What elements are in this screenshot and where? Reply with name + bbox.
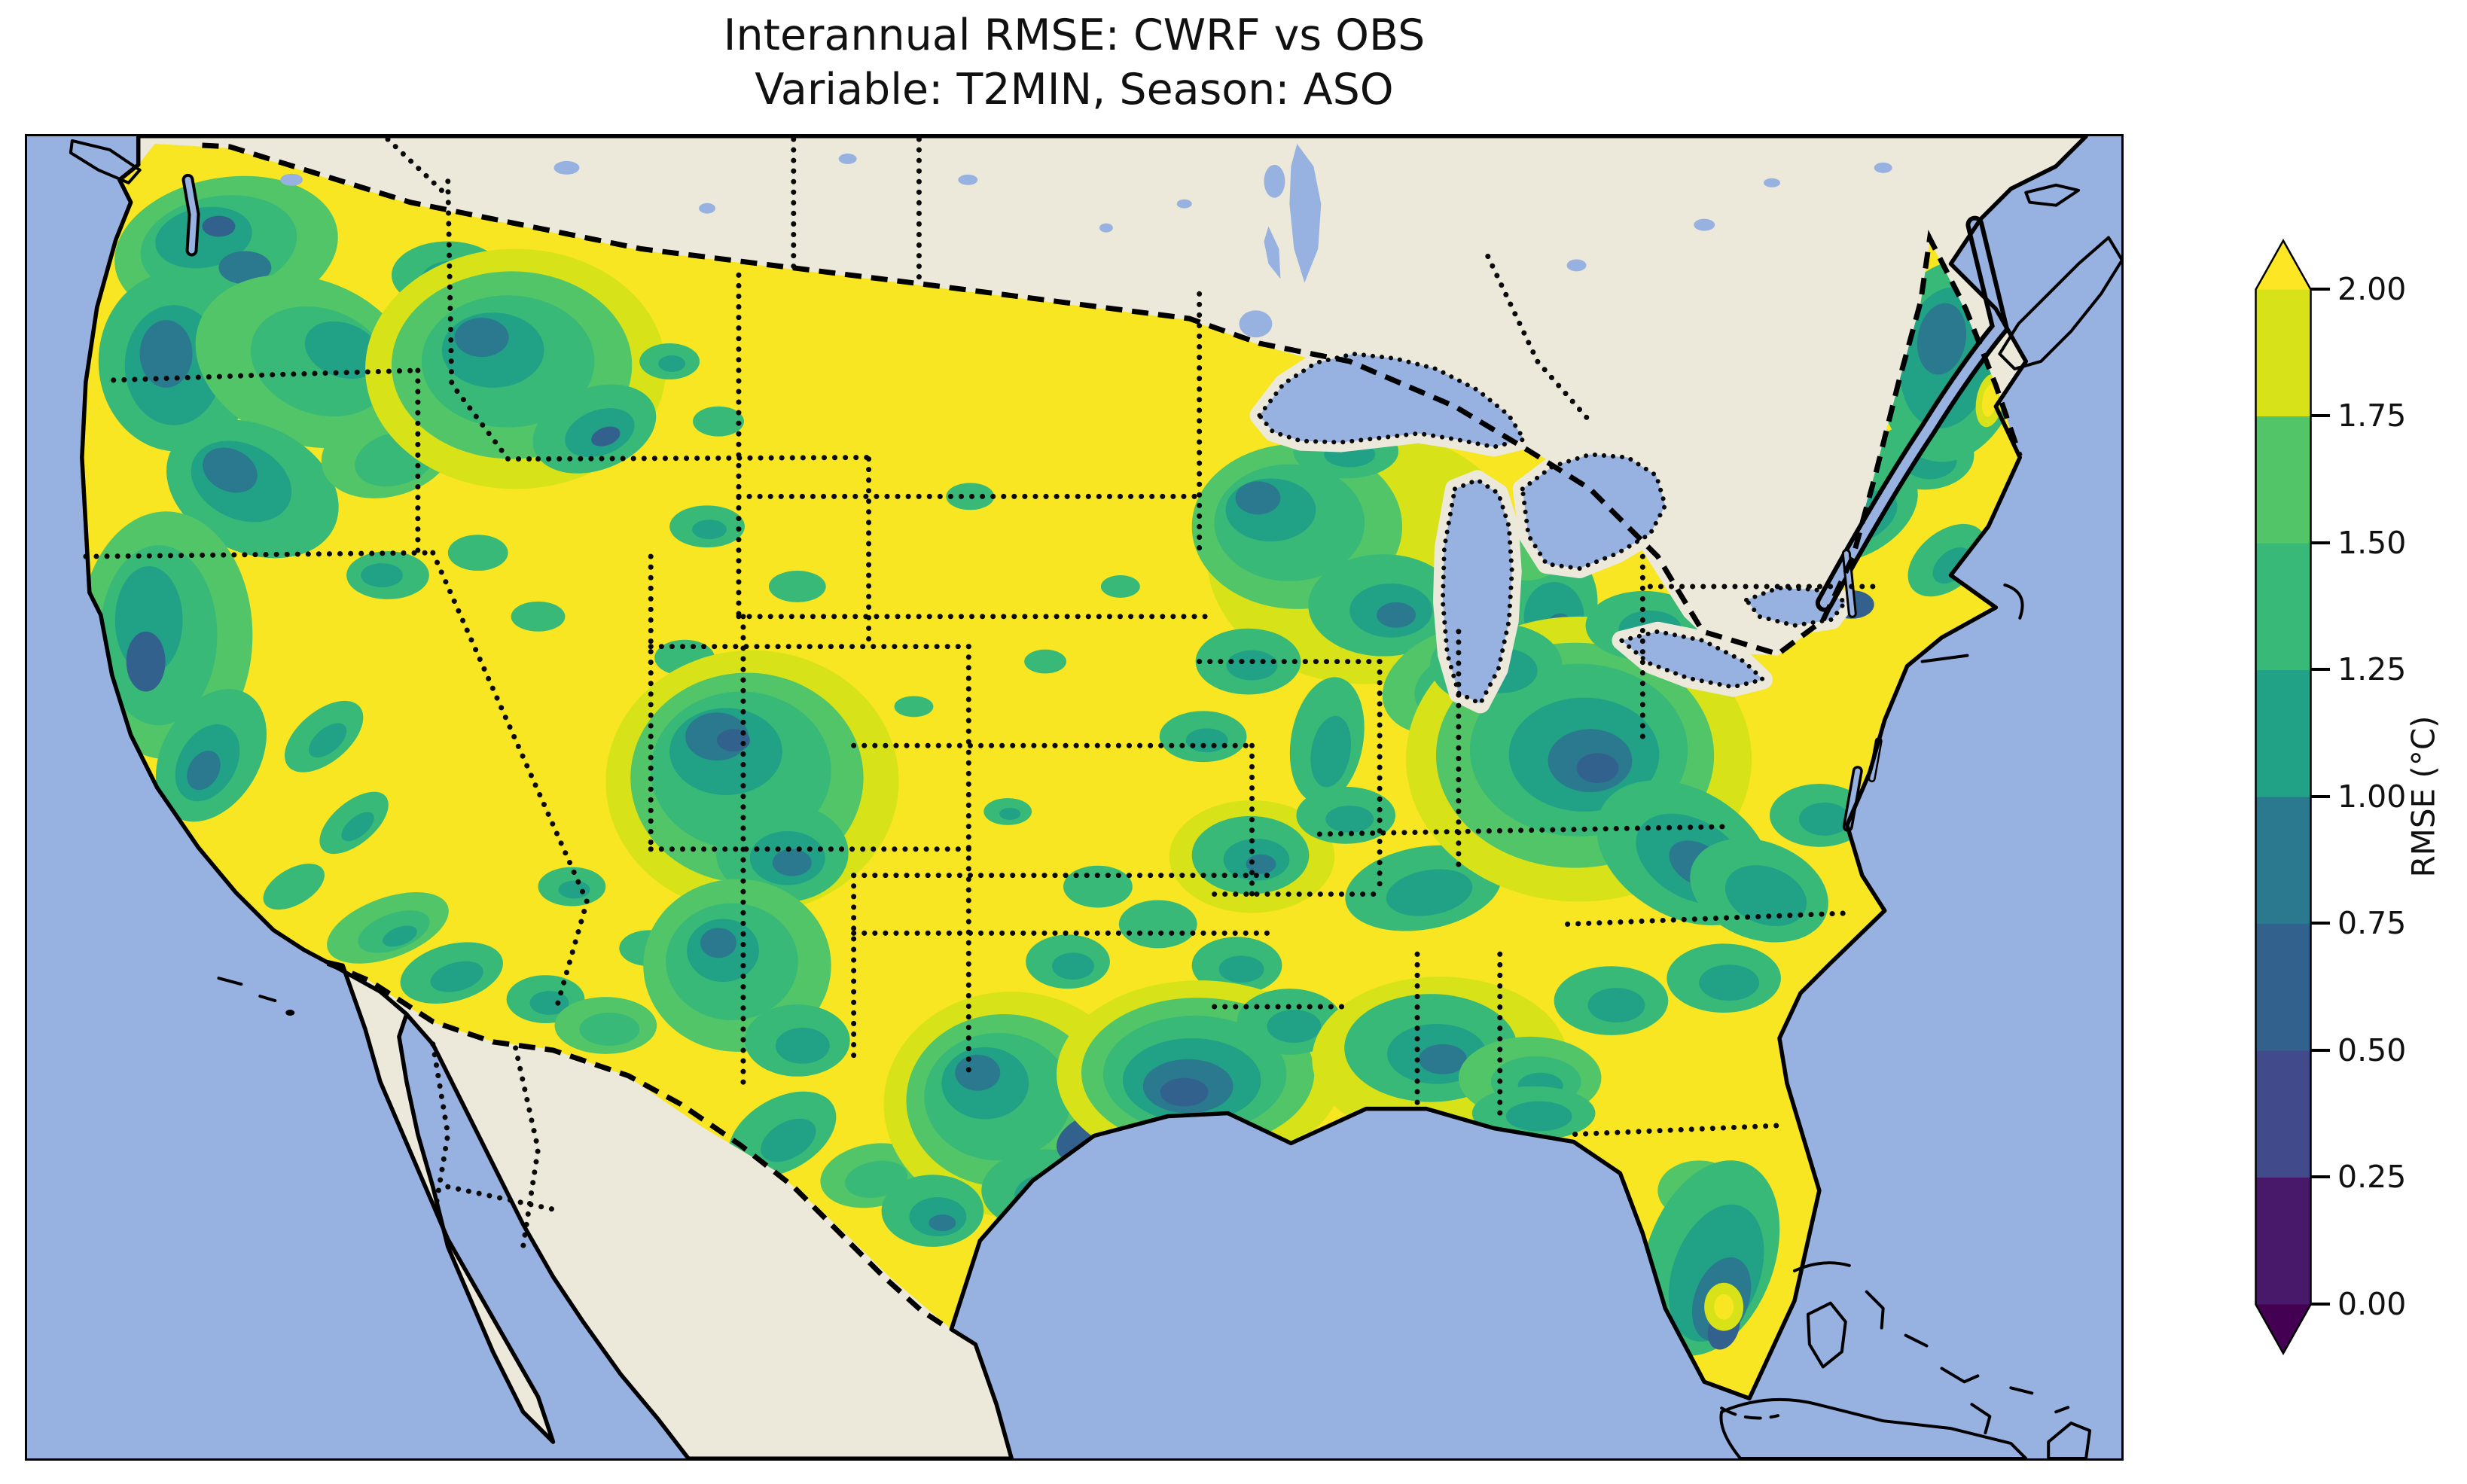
colorbar-tick (2310, 1049, 2330, 1052)
colorbar-tick-label: 2.00 (2337, 271, 2407, 307)
colorbar-tick (2310, 541, 2330, 544)
colorbar-tick (2310, 1303, 2330, 1306)
colorbar-tick-label: 1.75 (2337, 398, 2407, 434)
colorbar-tick (2310, 288, 2330, 291)
plot-title-line1: Interannual RMSE: CWRF vs OBS (723, 11, 1426, 60)
rmse-contour-field (81, 143, 2020, 1399)
plot-title-line2: Variable: T2MIN, Season: ASO (755, 64, 1394, 114)
province-borders (385, 136, 1593, 425)
colorbar-band (2255, 543, 2311, 670)
colorbar-tick (2310, 922, 2330, 925)
colorbar-axis-label: RMSE (°C) (2404, 715, 2442, 878)
colorbar-tick (2310, 414, 2330, 417)
colorbar-under-triangle (2255, 1304, 2311, 1354)
colorbar-tick-label: 0.25 (2337, 1159, 2407, 1195)
colorbar-over-triangle (2255, 240, 2311, 290)
colorbar-band (2255, 1050, 2311, 1178)
colorbar-tick-label: 0.75 (2337, 905, 2407, 941)
colorbar-tick-label: 1.25 (2337, 651, 2407, 687)
colorbar-band (2255, 670, 2311, 797)
colorbar-tick-label: 0.50 (2337, 1032, 2407, 1068)
colorbar-tick (2310, 1175, 2330, 1178)
colorbar-tick-label: 1.00 (2337, 779, 2407, 815)
colorbar-tick (2310, 668, 2330, 671)
map-canvas (25, 134, 2124, 1461)
colorbar-band (2255, 924, 2311, 1051)
colorbar-band (2255, 289, 2311, 416)
map-svg (27, 136, 2121, 1458)
colorbar-tick-label: 1.50 (2337, 525, 2407, 561)
coastlines (69, 136, 2121, 1458)
state-borders (83, 178, 1886, 1250)
canadian-lakes (280, 143, 1892, 338)
national-borders (202, 142, 2023, 1332)
colorbar-band (2255, 416, 2311, 544)
colorbar-band (2255, 1178, 2311, 1305)
colorbar-tick-label: 0.00 (2337, 1286, 2407, 1322)
plot-title: Interannual RMSE: CWRF vs OBS Variable: … (25, 9, 2124, 117)
great-lakes (1249, 344, 1856, 714)
colorbar-tick (2310, 795, 2330, 798)
colorbar (2255, 239, 2312, 1355)
colorbar-band (2255, 797, 2311, 924)
